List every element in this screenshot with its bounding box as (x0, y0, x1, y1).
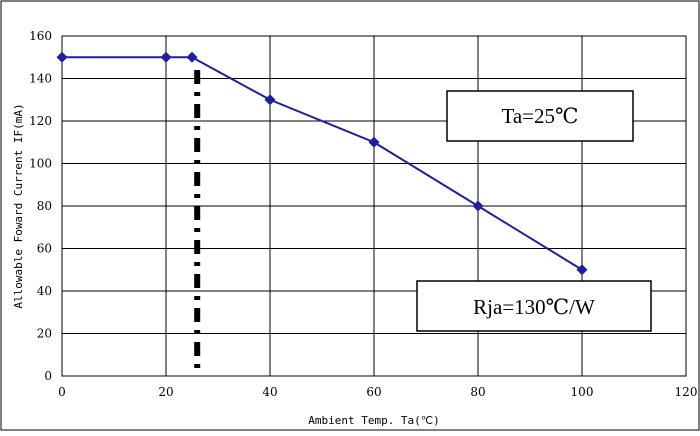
data-point-marker (264, 94, 276, 106)
data-point-marker (160, 51, 172, 63)
annotation-box-temperature (446, 90, 634, 142)
data-point-marker (186, 51, 198, 63)
y-tick-label: 80 (37, 199, 52, 213)
annotation-thermal-resistance: Rja=130℃/W (473, 295, 595, 319)
x-tick-labels: 0 20 40 60 80 100 120 (58, 385, 697, 399)
data-point-marker (576, 264, 588, 276)
data-point-marker (56, 51, 68, 63)
y-tick-label: 160 (29, 29, 52, 43)
x-tick-label: 60 (366, 385, 381, 399)
annotation-box-thermal-resistance (416, 280, 652, 332)
x-tick-label: 100 (571, 385, 594, 399)
x-tick-label: 20 (158, 385, 173, 399)
y-axis-label: Allowable Foward Current IF(mA) (12, 103, 25, 308)
y-tick-label: 40 (37, 284, 52, 298)
y-tick-labels: 0 20 40 60 80 100 120 140 160 (29, 29, 52, 383)
x-axis-label: Ambient Temp. Ta(℃) (308, 414, 440, 427)
y-tick-label: 120 (29, 114, 52, 128)
y-tick-label: 0 (44, 369, 52, 383)
y-tick-label: 60 (37, 242, 52, 256)
series-group (56, 51, 588, 276)
y-tick-label: 20 (37, 327, 52, 341)
y-tick-label: 100 (29, 157, 52, 171)
annotation-temperature: Ta=25℃ (501, 104, 578, 128)
y-tick-label: 140 (29, 72, 52, 86)
data-point-marker (472, 200, 484, 212)
x-tick-label: 0 (58, 385, 66, 399)
x-tick-label: 120 (675, 385, 698, 399)
x-tick-label: 40 (262, 385, 277, 399)
data-point-marker (368, 136, 380, 148)
x-tick-label: 80 (470, 385, 485, 399)
